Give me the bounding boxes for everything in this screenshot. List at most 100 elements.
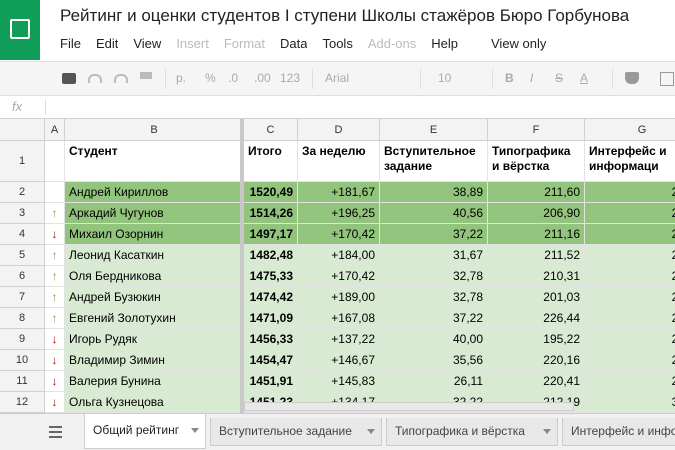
header-cell[interactable]: За неделю [298,141,380,182]
value-cell[interactable]: 297, [585,203,675,224]
value-cell[interactable]: 226,44 [488,308,585,329]
value-cell[interactable]: 38,89 [380,182,488,203]
column-header[interactable]: E [380,119,488,141]
value-cell[interactable]: 1474,42 [244,287,298,308]
column-header[interactable]: F [488,119,585,141]
value-cell[interactable]: 1471,09 [244,308,298,329]
row-header[interactable]: 10 [0,350,45,371]
row-header[interactable]: 3 [0,203,45,224]
toolbar-item[interactable]: S [555,71,564,85]
value-cell[interactable]: +184,00 [298,245,380,266]
toolbar-item[interactable]: .00 [254,71,271,85]
redo-button[interactable] [114,74,128,83]
header-cell[interactable]: Итого [244,141,298,182]
value-cell[interactable]: 288, [585,287,675,308]
menu-item[interactable]: Add-ons [367,36,417,51]
name-cell[interactable]: Ольга Кузнецова [65,392,244,413]
trend-cell[interactable]: ↓ [45,224,65,245]
trend-cell[interactable]: ↓ [45,350,65,371]
name-cell[interactable]: Михаил Озорнин [65,224,244,245]
value-cell[interactable]: 195,22 [488,329,585,350]
trend-cell[interactable]: ↑ [45,266,65,287]
value-cell[interactable]: 297, [585,224,675,245]
sheet-tab[interactable]: Интерфейс и инфо [562,418,675,446]
value-cell[interactable]: 37,22 [380,308,488,329]
tab-menu-arrow[interactable] [543,429,551,434]
value-cell[interactable]: 289, [585,350,675,371]
value-cell[interactable]: 40,56 [380,203,488,224]
value-cell[interactable]: 299, [585,182,675,203]
value-cell[interactable]: 220,41 [488,371,585,392]
column-header[interactable]: C [244,119,298,141]
row-header[interactable]: 12 [0,392,45,413]
row-header[interactable]: 9 [0,329,45,350]
value-cell[interactable]: +137,22 [298,329,380,350]
sheet-tab[interactable]: Вступительное задание [210,418,382,446]
value-cell[interactable]: 210,31 [488,266,585,287]
sheet-tab[interactable]: Общий рейтинг [84,414,206,449]
value-cell[interactable]: 1451,91 [244,371,298,392]
header-cell[interactable] [45,141,65,182]
header-cell[interactable]: Интерфейс и информаци [585,141,675,182]
value-cell[interactable]: 1482,48 [244,245,298,266]
value-cell[interactable]: 35,56 [380,350,488,371]
trend-cell[interactable]: ↓ [45,392,65,413]
all-sheets-button[interactable] [49,426,62,438]
value-cell[interactable]: 211,16 [488,224,585,245]
value-cell[interactable]: 300, [585,392,675,413]
value-cell[interactable]: 37,22 [380,224,488,245]
trend-cell[interactable] [45,182,65,203]
menu-item[interactable]: Format [223,36,265,51]
menu-item[interactable]: File [60,36,81,51]
toolbar-item[interactable]: B [505,71,514,85]
value-cell[interactable]: +189,00 [298,287,380,308]
tab-menu-arrow[interactable] [191,428,199,433]
menu-item[interactable]: View only [491,36,547,51]
value-cell[interactable]: 201,03 [488,287,585,308]
value-cell[interactable]: 220,16 [488,350,585,371]
value-cell[interactable]: 1497,17 [244,224,298,245]
row-header[interactable]: 4 [0,224,45,245]
name-cell[interactable]: Андрей Кириллов [65,182,244,203]
menu-item[interactable]: Insert [176,36,209,51]
value-cell[interactable]: 296, [585,266,675,287]
value-cell[interactable]: +146,67 [298,350,380,371]
menu-item[interactable]: View [133,36,162,51]
fill-color-button[interactable] [625,72,639,84]
value-cell[interactable]: 206,90 [488,203,585,224]
value-cell[interactable]: 40,00 [380,329,488,350]
row-header[interactable]: 2 [0,182,45,203]
column-header[interactable]: G [585,119,675,141]
print-button[interactable] [62,73,76,84]
toolbar-item[interactable]: 10 [438,71,452,85]
sheet-tab[interactable]: Типографика и вёрстка [386,418,558,446]
value-cell[interactable]: 297, [585,371,675,392]
trend-cell[interactable]: ↑ [45,287,65,308]
column-header[interactable]: D [298,119,380,141]
value-cell[interactable]: 211,52 [488,245,585,266]
value-cell[interactable]: 1454,47 [244,350,298,371]
name-cell[interactable]: Игорь Рудяк [65,329,244,350]
name-cell[interactable]: Оля Бердникова [65,266,244,287]
toolbar-item[interactable]: I [530,71,534,85]
trend-cell[interactable]: ↑ [45,203,65,224]
app-icon[interactable] [0,0,40,60]
menu-item[interactable]: Edit [95,36,119,51]
value-cell[interactable]: 1520,49 [244,182,298,203]
row-header[interactable]: 11 [0,371,45,392]
row-header[interactable]: 8 [0,308,45,329]
value-cell[interactable]: 31,67 [380,245,488,266]
header-cell[interactable]: Типографика и вёрстка [488,141,585,182]
name-cell[interactable]: Владимир Зимин [65,350,244,371]
value-cell[interactable]: 1456,33 [244,329,298,350]
value-cell[interactable]: +181,67 [298,182,380,203]
name-cell[interactable]: Андрей Бузюкин [65,287,244,308]
toolbar-item[interactable]: % [205,71,216,85]
value-cell[interactable]: +170,42 [298,224,380,245]
value-cell[interactable]: +167,08 [298,308,380,329]
name-cell[interactable]: Валерия Бунина [65,371,244,392]
menu-item[interactable]: Tools [322,36,353,51]
toolbar-item[interactable]: р. [176,71,187,85]
toolbar-item[interactable]: A [580,71,589,85]
trend-cell[interactable]: ↓ [45,371,65,392]
